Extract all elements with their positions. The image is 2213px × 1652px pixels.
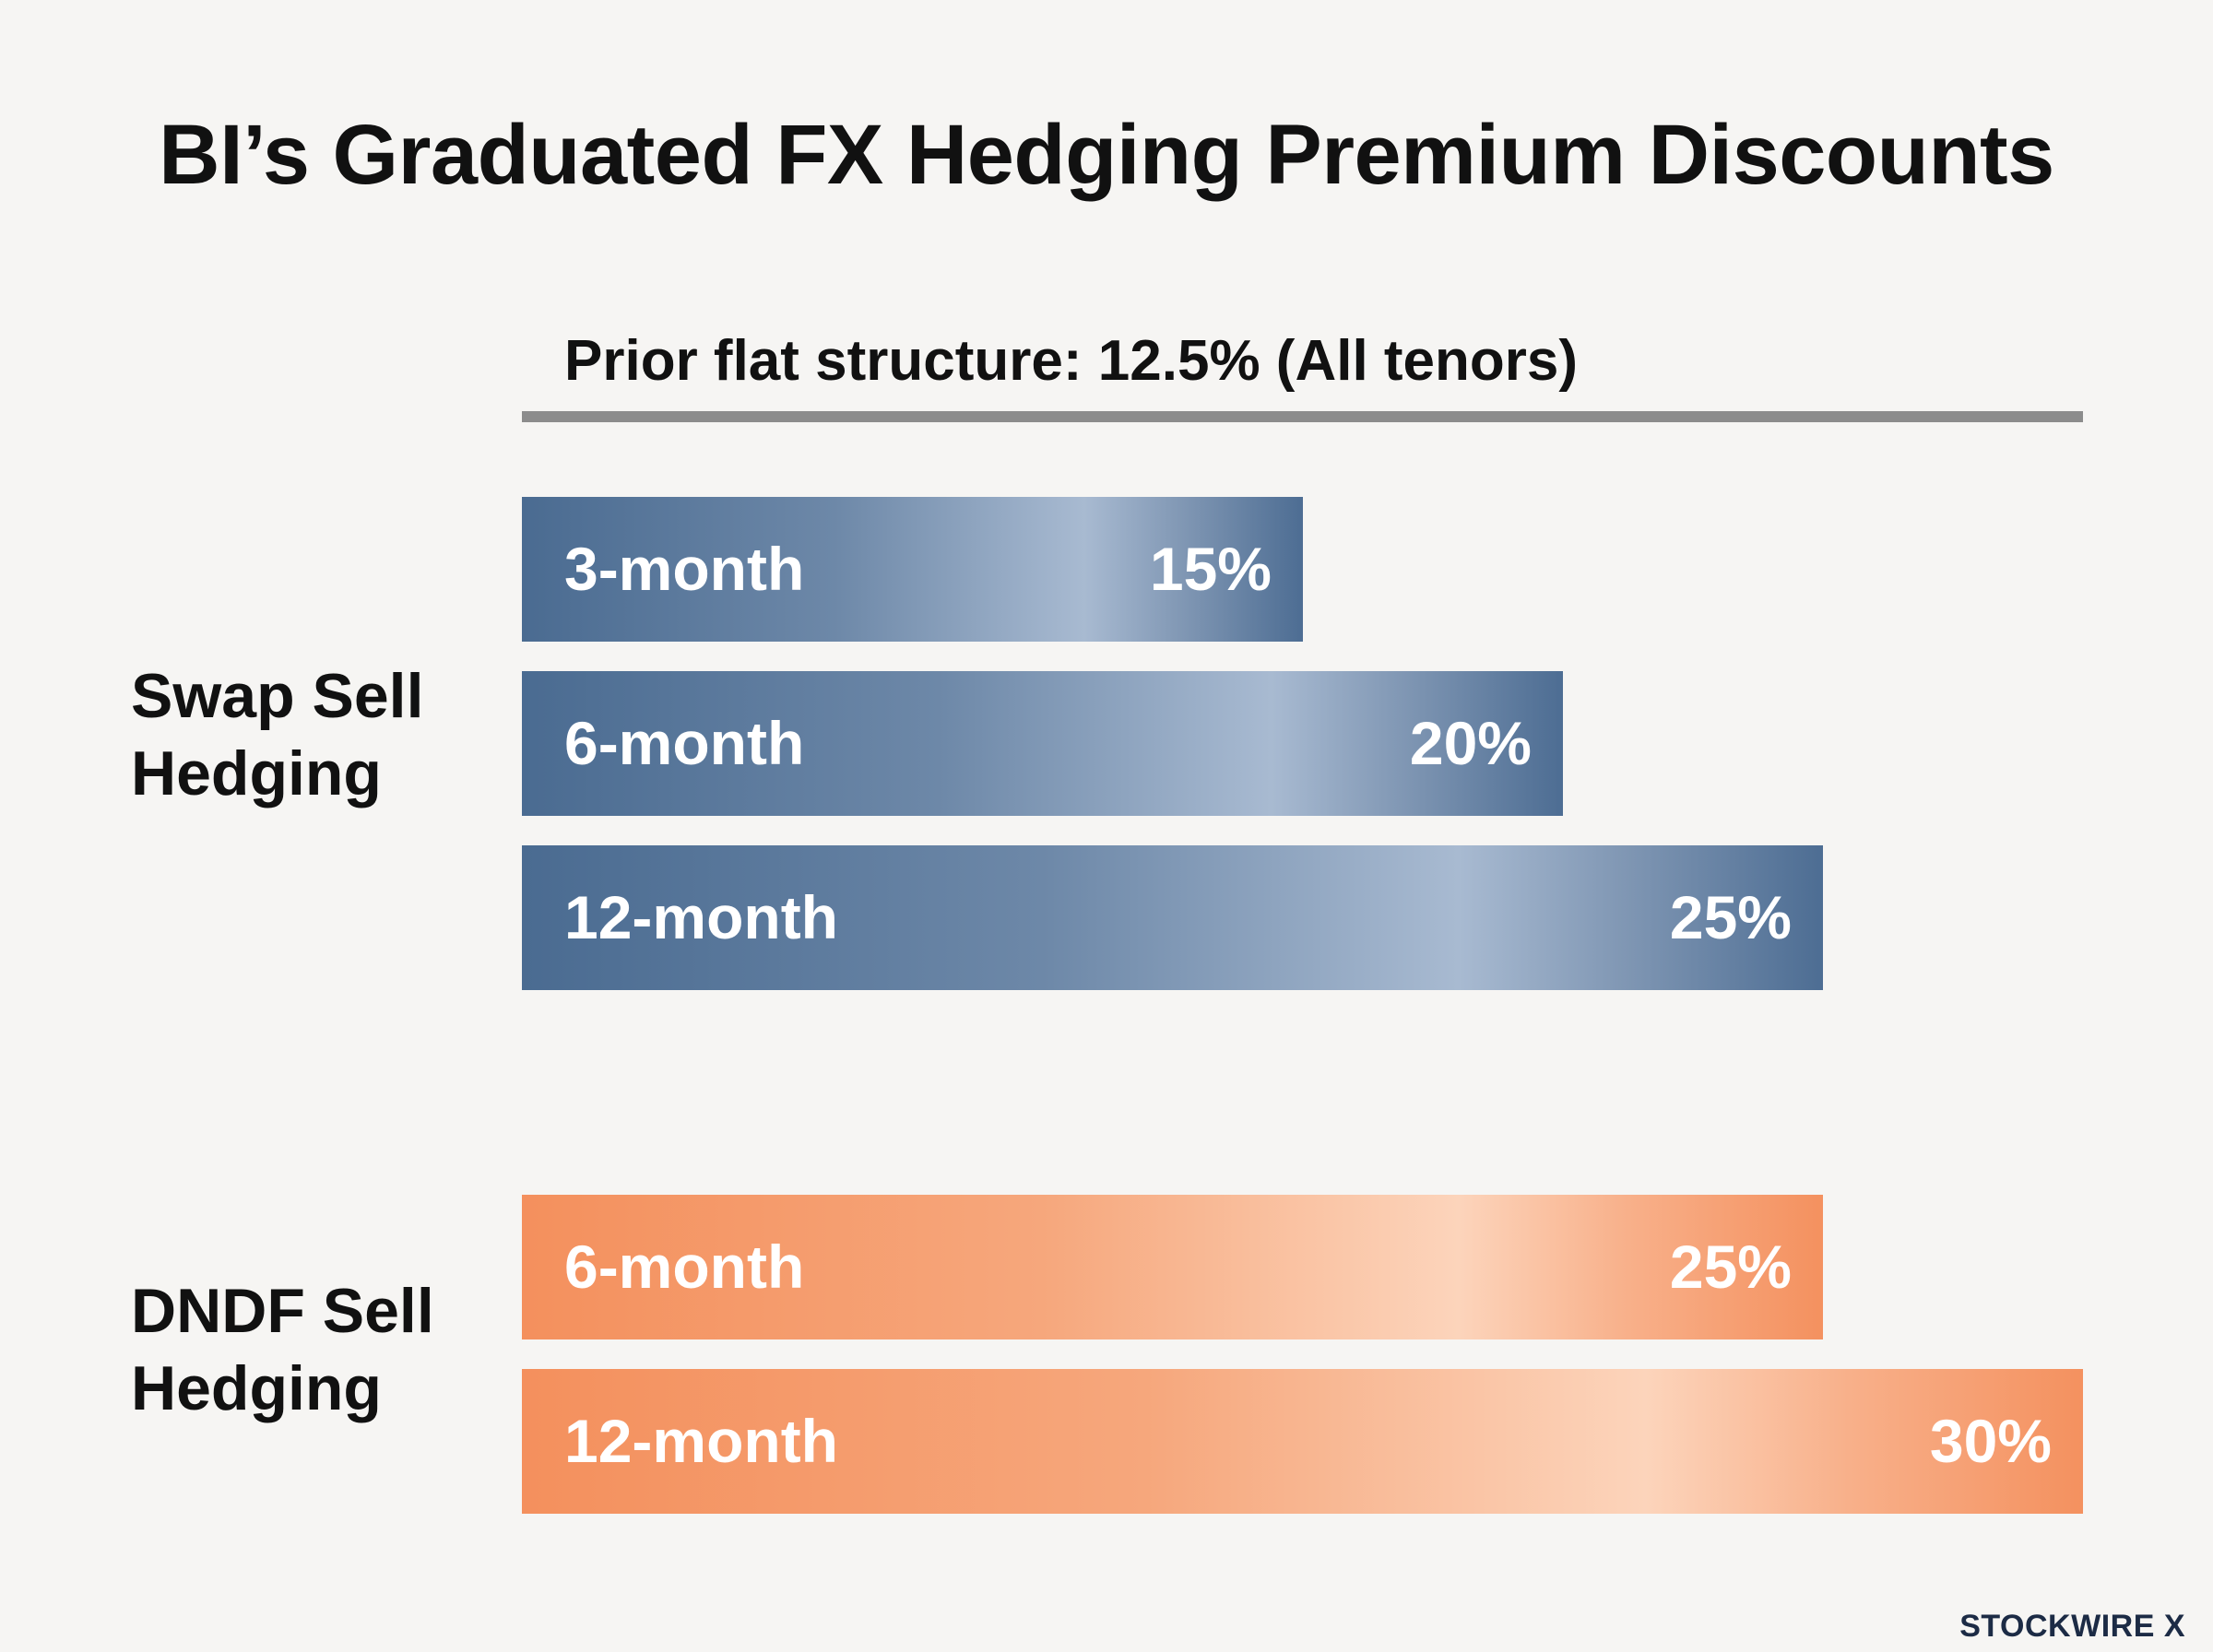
bar-tenor-label: 3-month — [564, 535, 805, 603]
bar-value-label: 15% — [1149, 535, 1272, 603]
bar-dndf-6-month: 6-month 25% — [522, 1195, 1823, 1339]
group-label-dndf: DNDF Sell Hedging — [131, 1276, 434, 1423]
bar-swap-6-month: 6-month 20% — [522, 671, 1563, 816]
bar-value-label: 20% — [1409, 709, 1532, 777]
bar-value-label: 25% — [1669, 883, 1792, 951]
bar-tenor-label: 12-month — [564, 883, 838, 951]
bar-tenor-label: 6-month — [564, 709, 805, 777]
bar-tenor-label: 6-month — [564, 1233, 805, 1301]
bar-dndf-12-month: 12-month 30% — [522, 1369, 2083, 1514]
bar-value-label: 30% — [1929, 1407, 2052, 1475]
chart-title: BI’s Graduated FX Hedging Premium Discou… — [159, 108, 2054, 202]
baseline-rule — [522, 411, 2083, 422]
bar-value-label: 25% — [1669, 1233, 1792, 1301]
baseline-label: Prior flat structure: 12.5% (All tenors) — [564, 329, 1579, 393]
group-label-swap: Swap Sell Hedging — [131, 661, 424, 808]
bar-tenor-label: 12-month — [564, 1407, 838, 1475]
bar-swap-3-month: 3-month 15% — [522, 497, 1303, 642]
bar-swap-12-month: 12-month 25% — [522, 845, 1823, 990]
brand-logo: STOCKWIRE X — [1959, 1609, 2185, 1644]
